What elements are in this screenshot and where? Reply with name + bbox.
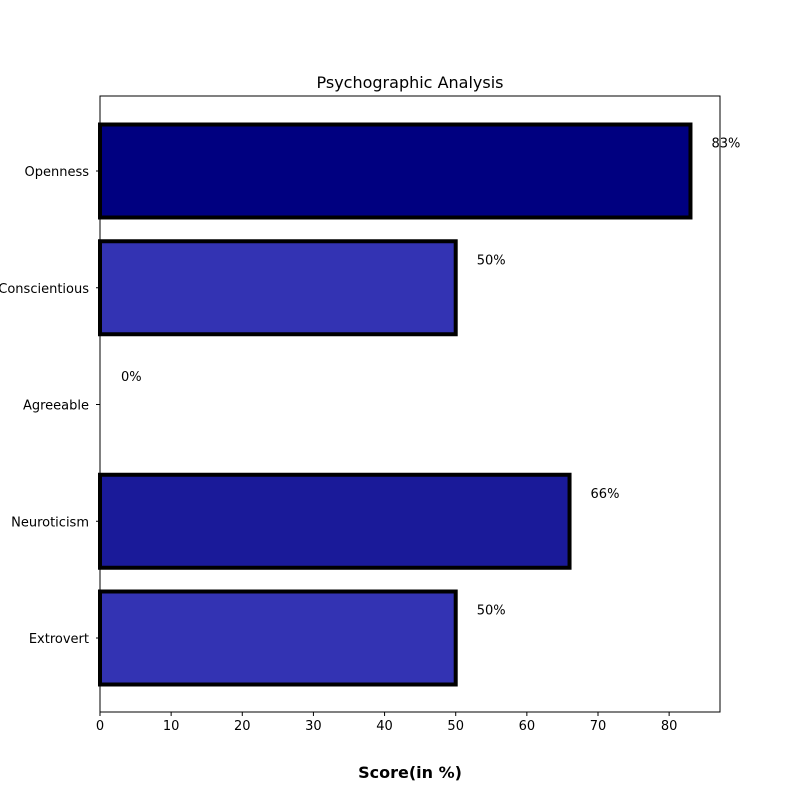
x-tick-label: 40 xyxy=(376,719,393,734)
data-label-agreeable: 0% xyxy=(121,370,142,385)
x-tick-label: 10 xyxy=(163,719,180,734)
data-label-openness: 83% xyxy=(711,137,740,152)
bar-neuroticism xyxy=(98,472,572,570)
y-tick-label-extrovert: Extrovert xyxy=(29,632,89,647)
data-label-neuroticism: 66% xyxy=(591,487,620,502)
y-tick-label-openness: Openness xyxy=(24,165,89,180)
bar-extrovert xyxy=(98,589,458,687)
data-label-extrovert: 50% xyxy=(477,604,506,619)
bar-openness xyxy=(98,122,693,220)
x-axis-label: Score(in %) xyxy=(358,763,462,782)
bar-conscientious xyxy=(98,239,458,337)
x-tick-label: 30 xyxy=(305,719,322,734)
x-tick-label: 50 xyxy=(447,719,464,734)
x-tick-label: 80 xyxy=(661,719,678,734)
bars-group: 83% 50% 0% 66% 50% xyxy=(98,122,740,687)
x-tick-label: 20 xyxy=(234,719,251,734)
chart-title: Psychographic Analysis xyxy=(317,73,504,92)
y-tick-labels: Openness Conscientious Agreeable Neuroticis… xyxy=(0,165,100,647)
x-tick-label: 60 xyxy=(519,719,536,734)
y-tick-label-agreeable: Agreeable xyxy=(23,399,89,414)
x-tick-label: 0 xyxy=(96,719,104,734)
data-label-conscientious: 50% xyxy=(477,253,506,268)
y-tick-label-neuroticism: Neuroticism xyxy=(11,515,89,530)
x-ticks: 0 10 20 30 40 50 60 70 80 xyxy=(96,712,678,734)
x-tick-label: 70 xyxy=(590,719,607,734)
y-tick-label-conscientious: Conscientious xyxy=(0,282,89,297)
